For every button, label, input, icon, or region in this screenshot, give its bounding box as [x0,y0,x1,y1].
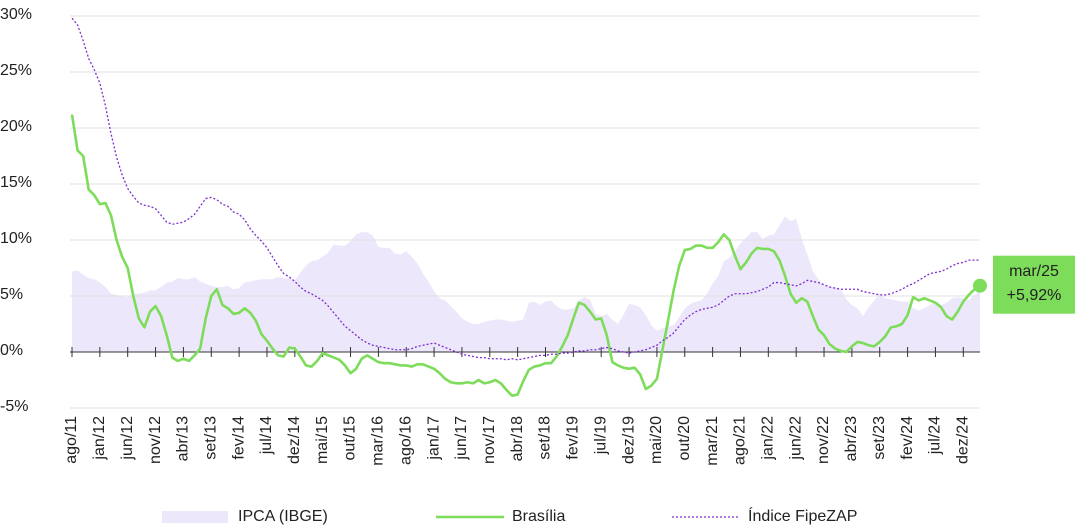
x-tick-label: dez/14 [286,416,303,464]
x-tick-label: jan/17 [425,416,442,461]
x-tick-label: set/13 [202,416,219,460]
y-tick-label: 5% [0,286,23,303]
x-tick-label: jul/19 [592,416,609,455]
x-tick-label: ago/16 [397,416,414,465]
legend-swatch [162,511,228,523]
x-tick-label: ago/21 [732,416,749,465]
x-tick-label: jun/22 [787,416,804,461]
end-point [973,278,987,293]
x-tick-label: fev/14 [230,416,247,460]
x-tick-label: nov/17 [481,416,498,464]
annotation-date: mar/25 [1009,263,1059,280]
x-tick-label: mar/16 [370,416,387,466]
x-tick-label: abr/18 [509,416,526,461]
x-tick-label: abr/13 [175,416,192,461]
y-tick-label: 20% [0,118,32,135]
x-tick-label: nov/22 [815,416,832,464]
y-tick-label: 30% [0,6,32,23]
x-tick-label: jun/12 [119,416,136,461]
x-tick-label: mar/21 [704,416,721,466]
x-tick-label: dez/24 [955,416,972,464]
x-tick-label: jul/14 [258,416,275,455]
legend-label: Brasília [512,508,565,525]
x-tick-label: out/20 [676,416,693,461]
x-tick-label: jan/12 [91,416,108,461]
x-tick-label: jun/17 [453,416,470,461]
y-tick-label: 0% [0,342,23,359]
x-tick-label: nov/12 [147,416,164,464]
x-tick-label: jan/22 [760,416,777,461]
x-tick-label: fev/19 [565,416,582,460]
legend-label: Índice FipeZAP [748,506,857,525]
line [70,114,981,397]
x-tick-label: mai/15 [314,416,331,464]
x-tick-label: set/18 [537,416,554,460]
x-tick-label: dez/19 [620,416,637,464]
x-tick-label: fev/24 [899,416,916,460]
y-tick-label: 10% [0,230,32,247]
x-tick-label: out/15 [342,416,359,461]
x-tick-label: ago/11 [63,416,80,464]
x-tick-label: set/23 [871,416,888,460]
x-tick-label: abr/23 [843,416,860,461]
y-tick-label: -5% [0,398,28,415]
y-tick-label: 25% [0,62,32,79]
annotation-value: +5,92% [1007,287,1062,304]
x-tick-label: jul/24 [927,416,944,455]
x-tick-label: mai/20 [648,416,665,464]
annotation-box [993,255,1075,314]
legend-label: IPCA (IBGE) [238,508,328,525]
y-tick-label: 15% [0,174,32,191]
area [72,216,980,352]
